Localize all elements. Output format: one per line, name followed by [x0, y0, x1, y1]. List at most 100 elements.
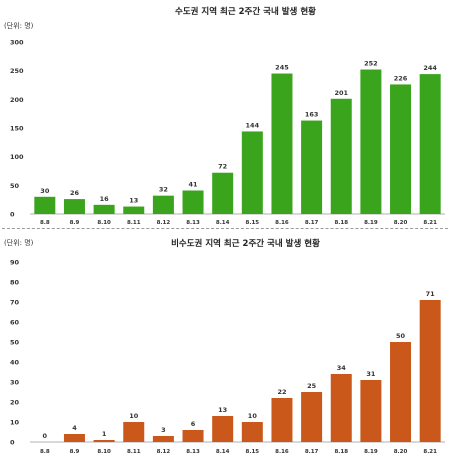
- bar: [182, 430, 204, 442]
- x-tick-label: 8.11: [127, 220, 141, 226]
- data-label: 245: [275, 64, 289, 72]
- data-label: 226: [394, 74, 408, 82]
- y-tick-label: 250: [10, 67, 24, 75]
- bar: [93, 440, 115, 442]
- x-tick-label: 8.20: [394, 220, 408, 226]
- data-label: 1: [102, 430, 107, 438]
- bar: [241, 131, 263, 214]
- bar: [301, 392, 323, 442]
- y-tick-label: 200: [10, 96, 24, 104]
- bar: [123, 206, 145, 214]
- chart-non-metro: 비수도권 지역 최근 2주간 국내 발생 현황 (단위: 명) 0 10 20 30 40 5…: [0, 229, 450, 457]
- data-label: 10: [129, 412, 139, 420]
- bar: [330, 98, 352, 214]
- data-label: 201: [334, 89, 348, 97]
- x-tick-label: 8.10: [97, 220, 111, 226]
- chart-seoul-metro: 수도권 지역 최근 2주간 국내 발생 현황 (단위: 명) 0 50 100 150 20…: [0, 0, 450, 229]
- data-label: 25: [307, 382, 317, 390]
- data-label: 22: [277, 388, 286, 396]
- data-label: 30: [40, 187, 50, 195]
- data-label: 4: [72, 424, 77, 432]
- data-label: 252: [364, 60, 378, 68]
- chart-svg: 비수도권 지역 최근 2주간 국내 발생 현황(단위: 명)0102030405…: [4, 238, 445, 455]
- bar: [271, 398, 293, 442]
- bar: [360, 69, 382, 215]
- bar: [63, 199, 85, 214]
- x-tick-label: 8.16: [275, 220, 289, 226]
- bar: [419, 74, 441, 215]
- bar: [93, 204, 115, 214]
- chart-title: 수도권 지역 최근 2주간 국내 발생 현황: [175, 6, 316, 17]
- data-label: 13: [129, 197, 138, 205]
- x-tick-label: 8.17: [305, 449, 319, 455]
- bar: [152, 195, 174, 214]
- chart-svg: 수도권 지역 최근 2주간 국내 발생 현황 (단위: 명) 0 50 100 150 20…: [4, 6, 445, 226]
- data-label: 144: [246, 121, 260, 129]
- data-label: 13: [218, 406, 227, 414]
- y-tick-label: 0: [10, 211, 15, 219]
- data-label: 31: [366, 370, 376, 378]
- data-label: 32: [159, 186, 168, 194]
- x-tick-label: 8.17: [305, 220, 319, 226]
- data-label: 50: [396, 332, 406, 340]
- x-tick-label: 8.16: [275, 449, 289, 455]
- x-tick-label: 8.8: [40, 449, 50, 455]
- data-label: 26: [70, 189, 80, 197]
- unit-label: (단위: 명): [4, 21, 34, 30]
- y-tick-label: 0: [10, 439, 15, 447]
- unit-label: (단위: 명): [4, 238, 34, 247]
- bar: [34, 196, 56, 214]
- y-tick-label: 100: [10, 153, 24, 161]
- x-tick-label: 8.14: [216, 449, 230, 455]
- x-tick-label: 8.12: [157, 220, 171, 226]
- data-label: 71: [426, 290, 436, 298]
- x-tick-label: 8.18: [334, 449, 348, 455]
- y-tick-label: 150: [10, 125, 24, 133]
- chart-title: 비수도권 지역 최근 2주간 국내 발생 현황: [171, 238, 320, 249]
- data-label: 0: [43, 432, 48, 440]
- data-label: 6: [191, 420, 196, 428]
- bar: [123, 422, 145, 442]
- data-label: 16: [100, 195, 110, 203]
- bar: [241, 422, 263, 442]
- x-tick-label: 8.14: [216, 220, 230, 226]
- x-tick-label: 8.18: [334, 220, 348, 226]
- bar: [301, 120, 323, 214]
- x-tick-label: 8.20: [394, 449, 408, 455]
- x-tick-label: 8.11: [127, 449, 141, 455]
- bar: [212, 416, 234, 442]
- bar: [152, 436, 174, 442]
- y-tick-label: 10: [10, 419, 20, 427]
- x-tick-label: 8.13: [186, 220, 200, 226]
- x-tick-label: 8.15: [246, 449, 260, 455]
- x-tick-label: 8.15: [246, 220, 260, 226]
- data-label: 41: [189, 180, 199, 188]
- data-label: 163: [305, 111, 319, 119]
- bar: [419, 300, 441, 442]
- y-tick-label: 300: [10, 39, 24, 47]
- bar: [212, 172, 234, 214]
- data-label: 244: [423, 64, 437, 72]
- x-tick-label: 8.19: [364, 449, 378, 455]
- y-tick-label: 60: [10, 319, 20, 327]
- x-tick-label: 8.8: [40, 220, 50, 226]
- bar: [330, 374, 352, 442]
- x-tick-label: 8.12: [157, 449, 171, 455]
- data-label: 72: [218, 163, 227, 171]
- data-label: 34: [337, 364, 347, 372]
- y-tick-label: 20: [10, 399, 20, 407]
- bar: [63, 434, 85, 442]
- x-tick-label: 8.10: [97, 449, 111, 455]
- y-tick-label: 40: [10, 359, 20, 367]
- y-tick-label: 50: [10, 339, 20, 347]
- x-tick-label: 8.21: [423, 220, 437, 226]
- bar: [390, 342, 412, 442]
- x-tick-label: 8.21: [423, 449, 437, 455]
- x-tick-label: 8.13: [186, 449, 200, 455]
- y-tick-label: 80: [10, 279, 20, 287]
- chart-divider: [2, 228, 448, 229]
- bar: [182, 190, 204, 214]
- x-tick-label: 8.19: [364, 220, 378, 226]
- x-tick-label: 8.9: [70, 449, 80, 455]
- data-label: 10: [248, 412, 258, 420]
